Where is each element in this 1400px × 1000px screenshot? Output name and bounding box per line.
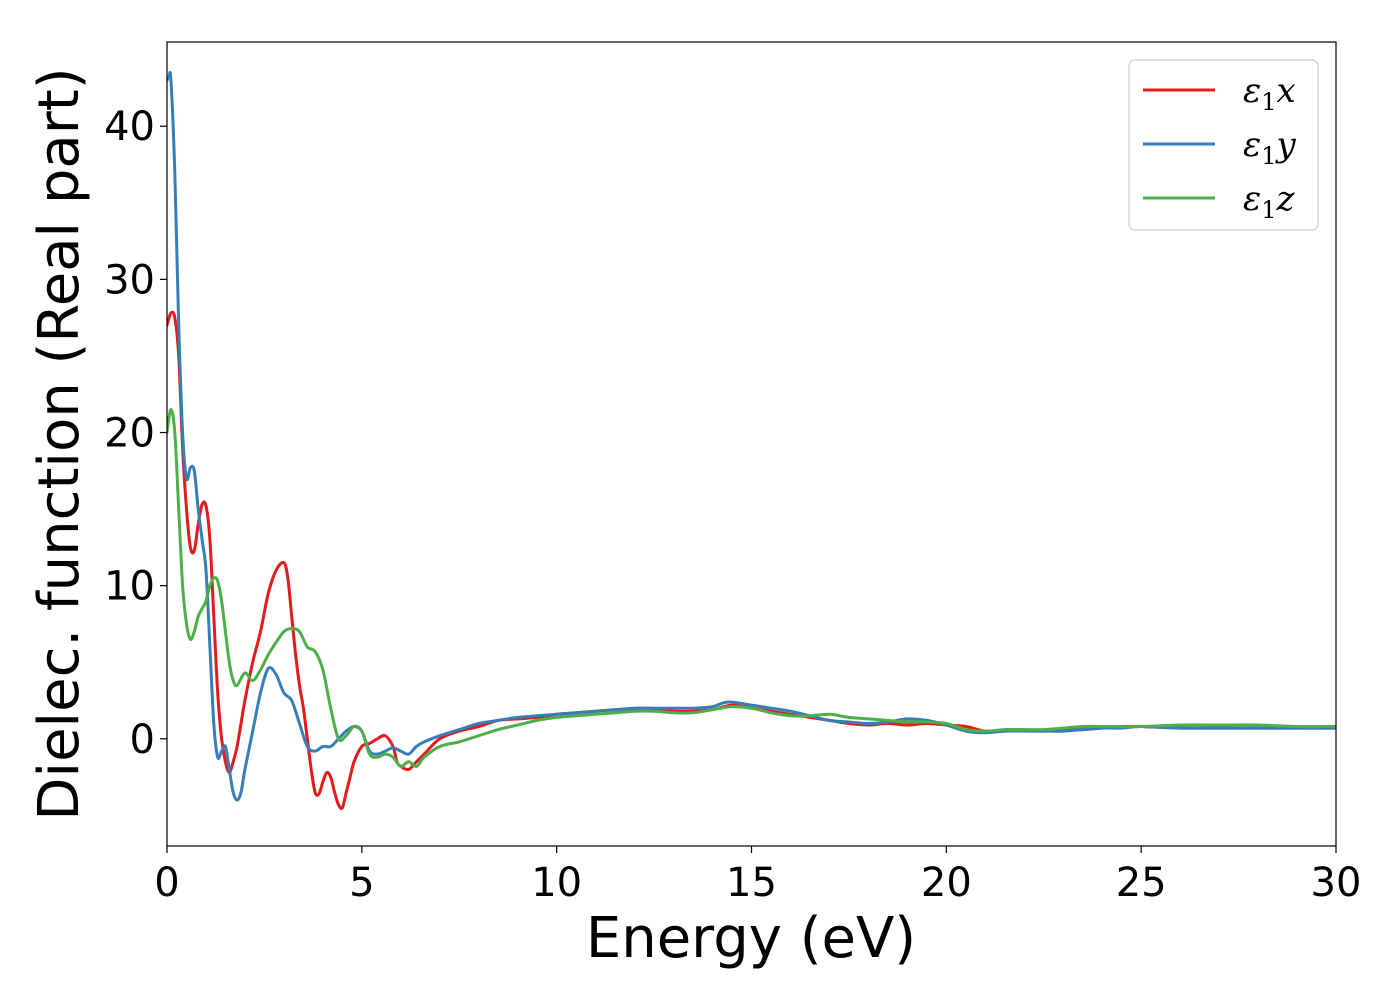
- x-tick-label: 15: [726, 860, 777, 906]
- legend-box: [1128, 59, 1319, 231]
- y-tick-label: 10: [104, 564, 155, 610]
- x-tick-label: 0: [154, 860, 179, 906]
- y-tick-label: 0: [130, 717, 155, 763]
- y-tick-label: 20: [104, 411, 155, 457]
- y-ticks: 0 10 20 30 40: [104, 104, 167, 763]
- x-tick-label: 5: [349, 860, 374, 906]
- x-tick-label: 30: [1311, 860, 1362, 906]
- x-tick-label: 20: [921, 860, 972, 906]
- x-axis-title: Energy (eV): [586, 906, 916, 971]
- legend-label-y: ε1y: [1243, 125, 1297, 170]
- series-layer: [167, 70, 1336, 810]
- y-axis-title: Dielec. function (Real part): [27, 67, 92, 820]
- y-tick-label: 40: [104, 104, 155, 150]
- legend-label-z: ε1z: [1243, 179, 1296, 224]
- series-line-y: [167, 70, 1336, 802]
- legend: ε1x ε1y ε1z: [1128, 59, 1319, 231]
- legend-label-x: ε1x: [1243, 71, 1296, 116]
- x-tick-label: 10: [531, 860, 582, 906]
- y-tick-label: 30: [104, 257, 155, 303]
- x-ticks: 0 5 10 15 20 25 30: [154, 846, 1361, 906]
- series-line-z: [167, 408, 1336, 768]
- x-tick-label: 25: [1116, 860, 1167, 906]
